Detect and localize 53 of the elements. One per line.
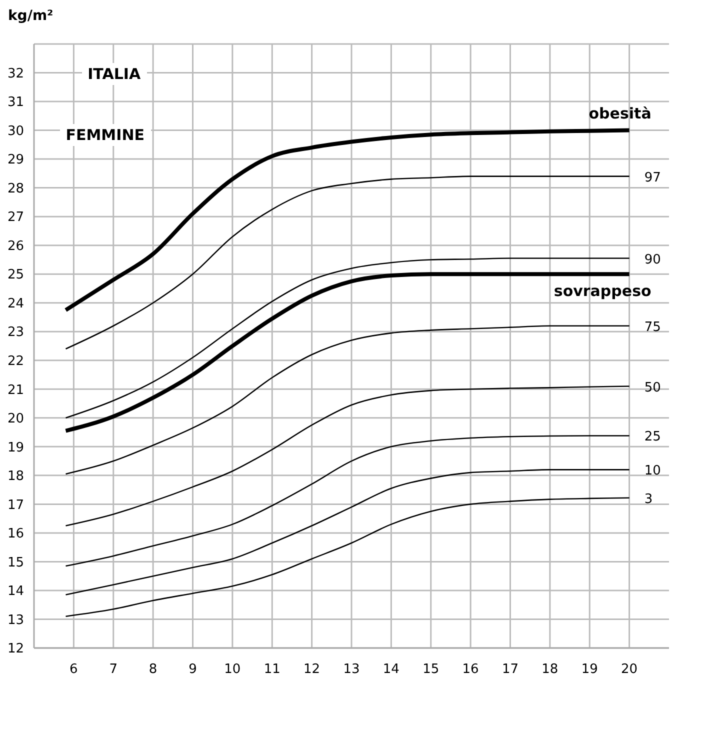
x-tick-label: 17 xyxy=(502,662,519,678)
x-tick-label: 11 xyxy=(264,662,280,678)
y-tick-label: 32 xyxy=(7,66,24,82)
x-tick-label: 7 xyxy=(109,662,118,678)
x-tick-label: 16 xyxy=(462,662,479,678)
line-series xyxy=(65,435,630,567)
x-tick-label: 19 xyxy=(581,662,598,678)
line-series xyxy=(65,469,630,596)
annotation: FEMMINE xyxy=(60,124,150,146)
x-tick-label: 8 xyxy=(148,662,158,678)
y-tick-label: 22 xyxy=(7,354,24,369)
x-tick-label: 13 xyxy=(343,662,360,678)
series-label: 75 xyxy=(644,320,661,335)
annotation: ITALIA xyxy=(82,63,147,86)
series-label: 3 xyxy=(644,492,653,507)
y-tick-label: 17 xyxy=(7,498,24,513)
y-tick-label: 20 xyxy=(7,412,24,427)
y-tick-label: 21 xyxy=(7,382,24,398)
x-tick-label: 20 xyxy=(621,662,638,678)
y-tick-label: 29 xyxy=(7,152,24,168)
x-tick-label: 12 xyxy=(304,662,320,678)
y-tick-label: 23 xyxy=(7,325,24,340)
line-series xyxy=(65,497,630,618)
series-label: 25 xyxy=(644,430,661,445)
y-tick-label: 30 xyxy=(7,124,24,139)
x-tick-label: 15 xyxy=(422,662,440,678)
line-series xyxy=(65,386,630,526)
y-tick-label: 26 xyxy=(7,238,24,254)
y-tick-label: 19 xyxy=(7,440,24,456)
y-tick-label: 31 xyxy=(7,95,24,110)
series-label: obesità xyxy=(588,104,652,122)
y-tick-label: 24 xyxy=(7,296,24,312)
series-label: 90 xyxy=(644,252,661,268)
y-tick-label: 27 xyxy=(7,210,24,226)
series-label: 50 xyxy=(644,380,661,396)
y-tick-label: 28 xyxy=(7,181,24,196)
series-label: 97 xyxy=(644,170,661,186)
x-tick-label: 9 xyxy=(188,662,197,678)
y-tick-label: 13 xyxy=(7,612,24,628)
y-tick-label: 18 xyxy=(7,469,24,484)
y-tick-label: 14 xyxy=(7,584,24,600)
series-label: 10 xyxy=(644,464,661,479)
x-tick-label: 18 xyxy=(542,662,558,678)
x-tick-label: 10 xyxy=(224,662,241,678)
x-tick-label: 14 xyxy=(382,662,400,678)
y-tick-label: 12 xyxy=(7,642,24,657)
series-label: sovrappeso xyxy=(554,282,652,300)
line-series xyxy=(65,325,630,475)
y-axis-title: kg/m² xyxy=(8,8,54,26)
y-tick-label: 16 xyxy=(7,526,24,542)
x-tick-label: 6 xyxy=(70,662,78,678)
y-tick-label: 15 xyxy=(7,555,24,570)
y-tick-label: 25 xyxy=(7,268,24,283)
